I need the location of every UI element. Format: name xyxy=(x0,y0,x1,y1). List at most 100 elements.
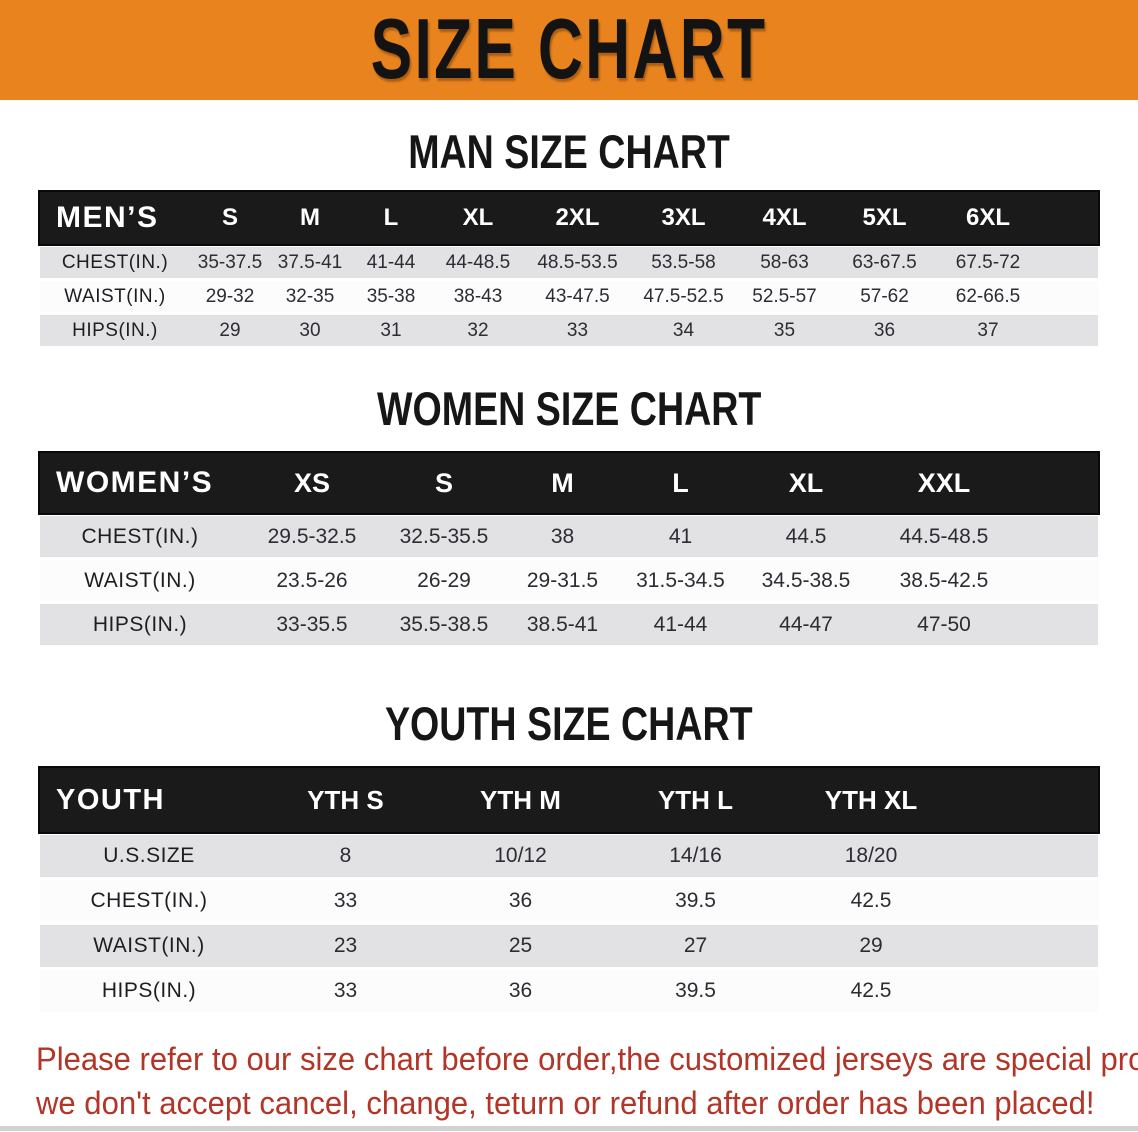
size-value: 42.5 xyxy=(850,979,892,1002)
size-value: 33 xyxy=(333,979,358,1002)
size-value: 23.5-26 xyxy=(276,568,348,592)
size-value: 8 xyxy=(339,844,352,867)
size-value: 43-47.5 xyxy=(545,285,610,307)
size-value: 25 xyxy=(508,934,533,957)
size-value: 57-62 xyxy=(860,285,909,307)
size-value: 29-32 xyxy=(205,285,255,307)
measurement-row: WAIST(IN.) 23.5-26 26-29 29-31.5 31.5-34.5 34… xyxy=(40,560,1098,601)
women-section-heading: WOMEN SIZE CHART xyxy=(376,382,762,435)
size-header-row: YOUTH YTH S YTH M YTH L YTH XL xyxy=(40,768,1098,832)
size-value: 23 xyxy=(333,934,358,957)
size-value: 30 xyxy=(299,319,321,341)
size-column-header: L xyxy=(383,204,399,231)
size-value: 31.5-34.5 xyxy=(636,568,725,592)
disclaimer-line-2: we don't accept cancel, change, teturn o… xyxy=(36,1085,1095,1121)
size-column-header: XS xyxy=(293,467,331,498)
size-column-header: 4XL xyxy=(762,204,807,231)
row-label: CHEST(IN.) xyxy=(81,524,199,548)
size-value: 36 xyxy=(508,889,533,912)
size-value: 37 xyxy=(977,319,999,341)
size-column-header: YTH M xyxy=(480,784,561,815)
size-value: 41-44 xyxy=(653,612,708,636)
size-column-header: YTH S xyxy=(307,784,384,815)
size-value: 36 xyxy=(873,319,896,341)
row-label: WAIST(IN.) xyxy=(93,934,205,957)
size-value: 58-63 xyxy=(760,251,809,273)
size-column-header: L xyxy=(672,467,689,498)
size-value: 38-43 xyxy=(453,285,503,307)
table-corner-label: WOMEN’S xyxy=(56,466,214,499)
size-value: 29.5-32.5 xyxy=(267,524,357,548)
size-value: 37.5-41 xyxy=(277,251,343,273)
measurement-row: U.S.SIZE 8 10/12 14/16 18/20 xyxy=(40,835,1098,877)
women-size-table: WOMEN’S XS S M L XL XXL CHEST(IN.) 29.5-32.5 32.5… xyxy=(40,450,1098,648)
size-value: 38.5-42.5 xyxy=(899,568,989,592)
row-filler-cell xyxy=(959,835,1098,877)
size-value: 41-44 xyxy=(366,251,416,273)
size-value: 63-67.5 xyxy=(852,251,917,273)
row-filler-cell xyxy=(1016,560,1098,601)
size-column-header: 5XL xyxy=(862,204,907,231)
size-column-header: XL xyxy=(462,204,494,231)
size-value: 27 xyxy=(683,934,708,957)
size-column-header: XL xyxy=(788,467,824,498)
size-value: 44.5 xyxy=(785,524,827,548)
row-label: U.S.SIZE xyxy=(103,844,195,867)
size-value: 35.5-38.5 xyxy=(399,612,489,636)
size-value: 18/20 xyxy=(844,844,898,867)
header-filler-cell xyxy=(959,768,1098,832)
size-value: 33-35.5 xyxy=(276,612,348,636)
row-filler-cell xyxy=(1016,604,1098,645)
size-column-header: 3XL xyxy=(661,204,706,231)
row-filler-cell xyxy=(1016,516,1098,557)
size-value: 38 xyxy=(550,524,575,548)
size-value: 44.5-48.5 xyxy=(899,524,989,548)
size-value: 44-48.5 xyxy=(445,251,511,273)
size-value: 38.5-41 xyxy=(526,612,599,636)
size-column-header: S xyxy=(221,204,238,231)
size-chart-banner: SIZE CHART xyxy=(0,0,1138,100)
measurement-row: HIPS(IN.) 33 36 39.5 42.5 xyxy=(40,970,1098,1012)
size-value: 32.5-35.5 xyxy=(399,524,489,548)
row-label: HIPS(IN.) xyxy=(101,979,197,1002)
size-value: 35 xyxy=(773,319,796,341)
size-value: 32 xyxy=(467,319,489,341)
row-label: CHEST(IN.) xyxy=(90,889,208,912)
measurement-row: WAIST(IN.) 23 25 27 29 xyxy=(40,925,1098,967)
size-value: 33 xyxy=(566,319,589,341)
header-filler-cell xyxy=(1016,453,1098,513)
measurement-row: HIPS(IN.) 29 30 31 32 33 34 35 36 37 xyxy=(40,315,1098,346)
size-value: 26-29 xyxy=(417,568,471,592)
table-corner-label: MEN’S xyxy=(56,201,159,234)
measurement-row: CHEST(IN.) 35-37.5 37.5-41 41-44 44-48.5 48.5… xyxy=(40,247,1098,278)
size-value: 42.5 xyxy=(850,889,892,912)
measurement-row: CHEST(IN.) 33 36 39.5 42.5 xyxy=(40,880,1098,922)
size-value: 39.5 xyxy=(675,979,716,1002)
header-filler-cell xyxy=(1040,192,1098,244)
size-value: 33 xyxy=(333,889,358,912)
size-value: 47-50 xyxy=(917,612,971,636)
row-filler-cell xyxy=(959,880,1098,922)
men-section-heading: MAN SIZE CHART xyxy=(408,125,730,178)
size-value: 29 xyxy=(219,319,241,341)
size-value: 39.5 xyxy=(675,889,716,912)
row-label: HIPS(IN.) xyxy=(92,612,188,636)
measurement-row: WAIST(IN.) 29-32 32-35 35-38 38-43 43-47.5 47.… xyxy=(40,281,1098,312)
row-filler-cell xyxy=(959,970,1098,1012)
size-value: 34.5-38.5 xyxy=(761,568,851,592)
table-corner-label: YOUTH xyxy=(56,783,165,816)
youth-section-heading: YOUTH SIZE CHART xyxy=(385,697,753,750)
size-value: 52.5-57 xyxy=(752,285,817,307)
size-value: 29-31.5 xyxy=(526,568,599,592)
row-filler-cell xyxy=(1040,281,1098,312)
size-value: 31 xyxy=(380,319,402,341)
row-filler-cell xyxy=(959,925,1098,967)
men-size-table: MEN’S S M L XL 2XL 3XL 4XL 5XL 6XL CHEST(IN.) 35-37… xyxy=(40,189,1098,349)
size-value: 14/16 xyxy=(669,844,722,867)
size-value: 35-38 xyxy=(366,285,416,307)
row-label: WAIST(IN.) xyxy=(84,568,196,592)
bottom-divider xyxy=(0,1126,1138,1131)
size-column-header: 2XL xyxy=(555,204,600,231)
size-value: 35-37.5 xyxy=(197,251,263,273)
size-value: 44-47 xyxy=(779,612,833,636)
